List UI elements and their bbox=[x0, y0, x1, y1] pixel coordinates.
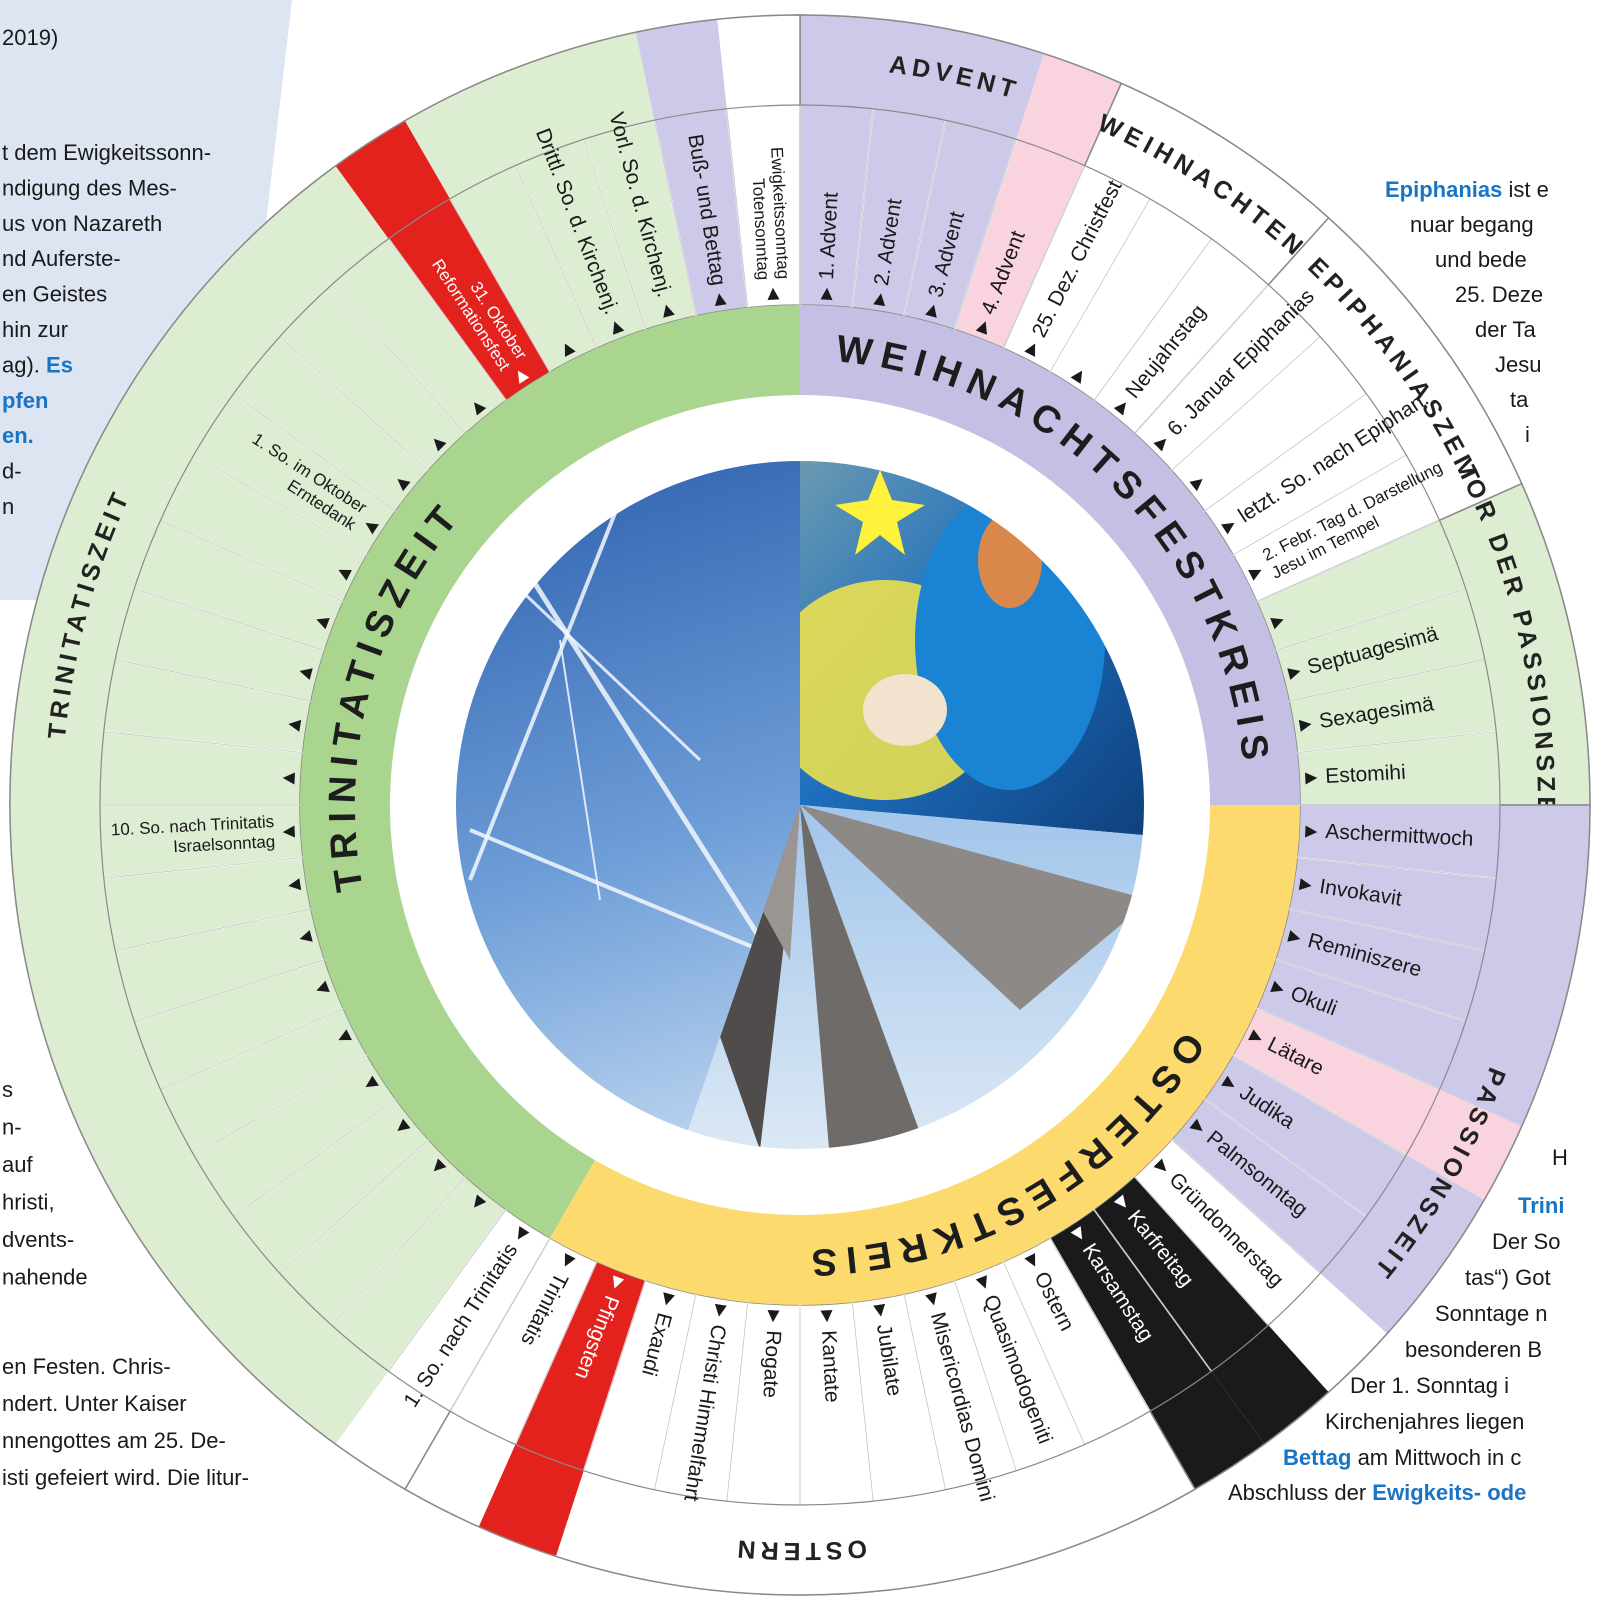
note-text: n- bbox=[2, 1115, 22, 1140]
note-line: us von Nazareth bbox=[2, 211, 162, 236]
note-line: nahende bbox=[2, 1265, 88, 1290]
note-text: Jesu bbox=[1495, 352, 1541, 377]
note-text: en Festen. Chris- bbox=[2, 1354, 171, 1379]
child bbox=[863, 674, 947, 746]
note-line: Trini bbox=[1518, 1193, 1564, 1218]
note-text: und bede bbox=[1435, 247, 1527, 272]
note-text: ag). bbox=[2, 352, 46, 377]
note-line: isti gefeiert wird. Die litur- bbox=[2, 1465, 249, 1490]
season-label-text: OSTERN bbox=[732, 1534, 868, 1565]
note-text: i bbox=[1525, 422, 1530, 447]
note-text: ist e bbox=[1502, 177, 1548, 202]
note-line: H bbox=[1552, 1145, 1568, 1170]
note-line: s bbox=[2, 1077, 13, 1102]
note-line: Sonntage n bbox=[1435, 1301, 1548, 1326]
note-text: n bbox=[2, 494, 14, 519]
note-line: n bbox=[2, 494, 14, 519]
note-line: Bettag am Mittwoch in c bbox=[1283, 1445, 1521, 1470]
note-line: 25. Deze bbox=[1455, 282, 1543, 307]
note-text: Kirchenjahres liegen bbox=[1325, 1409, 1524, 1434]
note-line: tas“) Got bbox=[1465, 1265, 1551, 1290]
season-label: OSTERN bbox=[732, 1534, 868, 1565]
note-line: hristi, bbox=[2, 1190, 55, 1215]
note-line: ta bbox=[1510, 387, 1529, 412]
note-emphasis: en. bbox=[2, 423, 34, 448]
note-line: n- bbox=[2, 1115, 22, 1140]
note-text: dvents- bbox=[2, 1227, 74, 1252]
note-line: ndigung des Mes- bbox=[2, 175, 177, 200]
note-line: pfen bbox=[2, 388, 48, 413]
note-text: isti gefeiert wird. Die litur- bbox=[2, 1465, 249, 1490]
note-line: 2019) bbox=[2, 25, 58, 50]
note-text: s bbox=[2, 1077, 13, 1102]
sunday-label: 1. Advent bbox=[815, 191, 843, 280]
note-text: 25. Deze bbox=[1455, 282, 1543, 307]
note-line: en Geistes bbox=[2, 282, 107, 307]
note-text: besonderen B bbox=[1405, 1337, 1542, 1362]
sunday-name: 1. Advent bbox=[815, 191, 843, 280]
note-text: nuar begang bbox=[1410, 212, 1534, 237]
note-text: Abschluss der bbox=[1228, 1480, 1372, 1505]
note-text: H bbox=[1552, 1145, 1568, 1170]
note-text: am Mittwoch in c bbox=[1351, 1445, 1521, 1470]
note-text: tas“) Got bbox=[1465, 1265, 1551, 1290]
note-line: t dem Ewigkeitssonn- bbox=[2, 140, 211, 165]
note-text: 2019) bbox=[2, 25, 58, 50]
note-text: Sonntage n bbox=[1435, 1301, 1548, 1326]
note-line: besonderen B bbox=[1405, 1337, 1542, 1362]
note-line: Kirchenjahres liegen bbox=[1325, 1409, 1524, 1434]
note-text: hristi, bbox=[2, 1190, 55, 1215]
sunday-name: Estomihi bbox=[1325, 761, 1407, 788]
note-line: nd Auferste- bbox=[2, 246, 121, 271]
note-text: d- bbox=[2, 459, 22, 484]
note-emphasis: Ewigkeits- ode bbox=[1372, 1480, 1526, 1505]
note-line: der Ta bbox=[1475, 317, 1537, 342]
note-text: Der So bbox=[1492, 1229, 1560, 1254]
note-text: t dem Ewigkeitssonn- bbox=[2, 140, 211, 165]
note-emphasis: pfen bbox=[2, 388, 48, 413]
note-text: us von Nazareth bbox=[2, 211, 162, 236]
note-text: nahende bbox=[2, 1265, 88, 1290]
note-line: Abschluss der Ewigkeits- ode bbox=[1228, 1480, 1526, 1505]
note-text: ta bbox=[1510, 387, 1529, 412]
note-line: Epiphanias ist e bbox=[1385, 177, 1549, 202]
note-line: i bbox=[1525, 422, 1530, 447]
note-text: nnengottes am 25. De- bbox=[2, 1428, 226, 1453]
note-line: ndert. Unter Kaiser bbox=[2, 1391, 187, 1416]
note-line: auf bbox=[2, 1152, 33, 1177]
note-text: ndigung des Mes- bbox=[2, 175, 177, 200]
note-text: en Geistes bbox=[2, 282, 107, 307]
note-text: ndert. Unter Kaiser bbox=[2, 1391, 187, 1416]
note-text: auf bbox=[2, 1152, 33, 1177]
note-emphasis: Es bbox=[46, 352, 73, 377]
note-line: hin zur bbox=[2, 317, 68, 342]
note-line: d- bbox=[2, 459, 22, 484]
note-line: ag). Es bbox=[2, 352, 73, 377]
note-text: hin zur bbox=[2, 317, 68, 342]
note-text: nd Auferste- bbox=[2, 246, 121, 271]
note-text: Der 1. Sonntag i bbox=[1350, 1373, 1509, 1398]
note-line: und bede bbox=[1435, 247, 1527, 272]
note-line: Der So bbox=[1492, 1229, 1560, 1254]
sunday-label: Estomihi bbox=[1325, 761, 1407, 788]
note-emphasis: Epiphanias bbox=[1385, 177, 1502, 202]
liturgical-year-wheel: 2019) t dem Ewigkeitssonn-ndigung des Mes… bbox=[0, 0, 1621, 1623]
note-emphasis: Bettag bbox=[1283, 1445, 1351, 1470]
note-line: dvents- bbox=[2, 1227, 74, 1252]
note-line: Der 1. Sonntag i bbox=[1350, 1373, 1509, 1398]
note-emphasis: Trini bbox=[1518, 1193, 1564, 1218]
note-text: der Ta bbox=[1475, 317, 1537, 342]
sunday-label: Rogate bbox=[758, 1330, 785, 1399]
note-line: Jesu bbox=[1495, 352, 1541, 377]
note-line: en Festen. Chris- bbox=[2, 1354, 171, 1379]
sunday-name: Rogate bbox=[758, 1330, 785, 1399]
sunday-name: Kantate bbox=[817, 1330, 844, 1404]
note-line: nuar begang bbox=[1410, 212, 1534, 237]
note-line: nnengottes am 25. De- bbox=[2, 1428, 226, 1453]
sunday-label: Kantate bbox=[817, 1330, 844, 1404]
note-line: en. bbox=[2, 423, 34, 448]
